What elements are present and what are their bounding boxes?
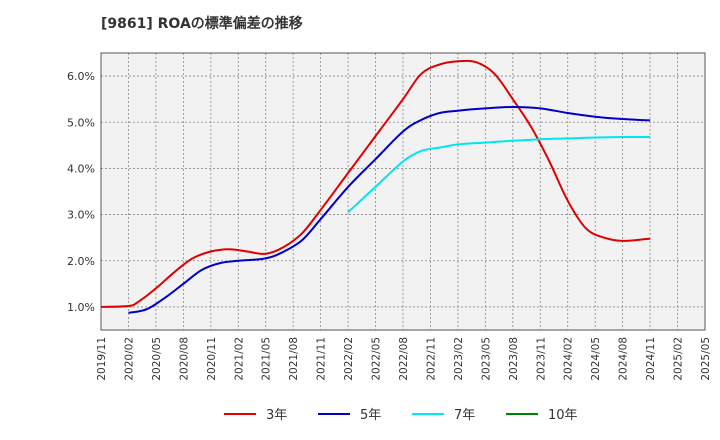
x-axis-ticks: 2019/11 2020/02 2020/05 2020/08 2020/11 2021/… bbox=[96, 337, 712, 381]
x-tick-label: 2024/02 bbox=[563, 337, 575, 381]
legend-item: 7年 bbox=[412, 408, 475, 423]
x-tick-label: 2024/11 bbox=[645, 337, 657, 381]
x-tick-label: 2019/11 bbox=[96, 337, 108, 381]
legend-label: 5年 bbox=[360, 408, 381, 423]
x-tick-label: 2022/02 bbox=[343, 337, 355, 381]
x-tick-label: 2020/05 bbox=[151, 337, 163, 381]
x-tick-label: 2021/11 bbox=[316, 337, 328, 381]
x-tick-label: 2023/11 bbox=[535, 337, 547, 381]
legend-label: 3年 bbox=[266, 408, 287, 423]
grid-lines bbox=[100, 53, 706, 330]
x-tick-label: 2022/11 bbox=[425, 337, 437, 381]
chart-title: [9861] ROAの標準偏差の推移 bbox=[101, 16, 303, 32]
legend-item: 10年 bbox=[506, 408, 578, 423]
plot-frame bbox=[100, 52, 706, 331]
legend-item: 5年 bbox=[318, 408, 381, 423]
x-tick-label: 2022/05 bbox=[371, 337, 383, 381]
x-tick-label: 2023/05 bbox=[480, 337, 492, 381]
series-line-5年 bbox=[128, 106, 651, 314]
x-tick-label: 2021/08 bbox=[288, 337, 300, 381]
series-lines bbox=[100, 59, 651, 314]
x-tick-label: 2024/05 bbox=[590, 337, 602, 381]
y-tick-label: 3.0% bbox=[67, 209, 95, 222]
x-tick-label: 2023/08 bbox=[508, 337, 520, 381]
y-tick-label: 2.0% bbox=[67, 255, 95, 268]
x-tick-label: 2024/08 bbox=[618, 337, 630, 381]
legend-item: 3年 bbox=[224, 408, 287, 423]
x-tick-label: 2025/02 bbox=[673, 337, 685, 381]
legend-label: 7年 bbox=[454, 408, 475, 423]
x-tick-label: 2021/05 bbox=[261, 337, 273, 381]
y-tick-label: 4.0% bbox=[67, 162, 95, 175]
legend: 3年 5年 7年 10年 bbox=[224, 408, 578, 423]
x-tick-label: 2023/02 bbox=[453, 337, 465, 381]
y-axis-ticks: 1.0% 2.0% 3.0% 4.0% 5.0% 6.0% bbox=[67, 70, 95, 314]
x-tick-label: 2020/08 bbox=[178, 337, 190, 381]
x-tick-label: 2020/02 bbox=[123, 337, 135, 381]
series-line-3年 bbox=[100, 59, 651, 308]
y-tick-label: 1.0% bbox=[67, 301, 95, 314]
series-line-7年 bbox=[347, 135, 651, 214]
x-tick-label: 2022/08 bbox=[398, 337, 410, 381]
y-tick-label: 6.0% bbox=[67, 70, 95, 83]
x-tick-label: 2025/05 bbox=[700, 337, 712, 381]
x-tick-label: 2020/11 bbox=[206, 337, 218, 381]
y-tick-label: 5.0% bbox=[67, 116, 95, 129]
legend-label: 10年 bbox=[548, 408, 578, 423]
x-tick-label: 2021/02 bbox=[233, 337, 245, 381]
